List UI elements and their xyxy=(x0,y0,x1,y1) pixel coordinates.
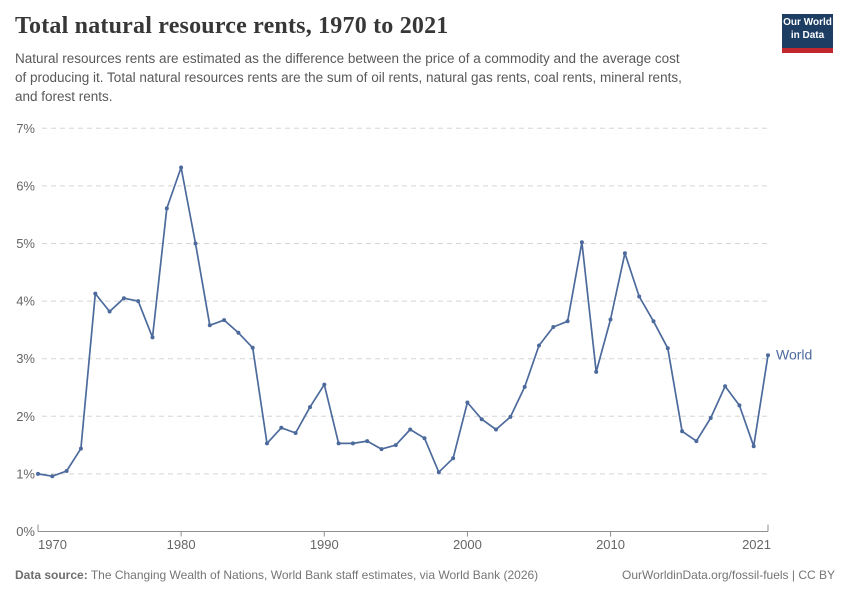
data-point[interactable] xyxy=(436,470,441,475)
data-point[interactable] xyxy=(322,382,327,387)
data-source: Data source: The Changing Wealth of Nati… xyxy=(15,568,538,583)
data-point[interactable] xyxy=(121,296,126,301)
owid-credit-link[interactable]: OurWorldinData.org/fossil-fuels | CC BY xyxy=(622,568,835,582)
y-tick-label: 7% xyxy=(16,121,35,136)
data-point[interactable] xyxy=(694,439,699,444)
data-point[interactable] xyxy=(665,346,670,351)
subtitle-line: Natural resources rents are estimated as… xyxy=(15,51,680,66)
data-point[interactable] xyxy=(508,414,513,419)
y-tick-label: 0% xyxy=(16,524,35,539)
data-point[interactable] xyxy=(408,427,413,432)
data-point[interactable] xyxy=(150,335,155,340)
data-point[interactable] xyxy=(494,427,498,432)
data-point[interactable] xyxy=(708,416,713,420)
data-point[interactable] xyxy=(737,403,742,408)
data-point[interactable] xyxy=(179,165,184,170)
x-tick-label: 2010 xyxy=(596,537,625,552)
data-point[interactable] xyxy=(751,444,756,449)
line-chart-canvas: 0% 1% 2% 3% 4% 5% 6% 7% 1970 1980 1990 2000 2010 2021… xyxy=(16,121,812,552)
data-point[interactable] xyxy=(164,206,169,211)
data-point[interactable] xyxy=(365,439,370,444)
data-point[interactable] xyxy=(551,325,556,329)
data-point[interactable] xyxy=(265,441,269,446)
x-tick-label: 2000 xyxy=(453,537,482,552)
data-point[interactable] xyxy=(293,431,298,435)
data-point[interactable] xyxy=(522,384,527,389)
chart-subtitle: Natural resources rents are estimated as… xyxy=(15,49,770,106)
data-point[interactable] xyxy=(136,299,141,304)
data-point[interactable] xyxy=(723,384,728,389)
y-tick-label: 2% xyxy=(16,409,35,424)
data-point[interactable] xyxy=(637,294,642,299)
data-point[interactable] xyxy=(336,441,341,446)
owid-logo-line2: in Data xyxy=(790,29,825,41)
data-point[interactable] xyxy=(93,291,98,296)
y-tick-label: 6% xyxy=(16,178,35,193)
data-point[interactable] xyxy=(236,330,241,335)
data-point[interactable] xyxy=(465,400,470,405)
owid-logo[interactable]: Our World in Data xyxy=(782,14,833,53)
data-point[interactable] xyxy=(207,323,212,328)
data-point[interactable] xyxy=(579,240,584,245)
data-point[interactable] xyxy=(279,425,284,430)
page-title: Total natural resource rents, 1970 to 20… xyxy=(15,13,449,39)
world-series-line[interactable] xyxy=(37,166,769,478)
subtitle-line: and forest rents. xyxy=(15,89,113,104)
data-point[interactable] xyxy=(537,343,541,348)
data-point[interactable] xyxy=(479,417,484,422)
x-tick-label: 1990 xyxy=(310,537,339,552)
chart-header: Total natural resource rents, 1970 to 20… xyxy=(15,12,770,106)
data-point[interactable] xyxy=(78,446,83,451)
data-point[interactable] xyxy=(622,251,627,256)
x-tick-label: 2021 xyxy=(742,537,771,552)
data-point[interactable] xyxy=(565,319,570,324)
data-point[interactable] xyxy=(50,474,55,479)
data-source-text: The Changing Wealth of Nations, World Ba… xyxy=(90,568,539,582)
data-point[interactable] xyxy=(193,241,198,246)
data-point[interactable] xyxy=(594,369,599,374)
owid-logo-line1: Our World xyxy=(783,17,832,28)
y-tick-label: 1% xyxy=(16,466,35,481)
y-tick-label: 3% xyxy=(16,351,35,366)
data-point[interactable] xyxy=(451,456,456,461)
subtitle-line: of producing it. Total natural resources… xyxy=(15,70,682,85)
data-point[interactable] xyxy=(379,447,384,452)
chart-footer: Data source: The Changing Wealth of Nati… xyxy=(15,568,835,583)
data-point[interactable] xyxy=(680,429,685,434)
x-tick-label: 1980 xyxy=(167,537,196,552)
data-point[interactable] xyxy=(393,443,398,448)
y-tick-label: 5% xyxy=(16,236,35,251)
x-tick-label: 1970 xyxy=(38,537,67,552)
data-point[interactable] xyxy=(36,471,40,476)
data-point[interactable] xyxy=(350,441,355,446)
data-point[interactable] xyxy=(250,345,255,350)
data-point[interactable] xyxy=(107,309,112,314)
data-point[interactable] xyxy=(651,319,656,324)
data-point[interactable] xyxy=(766,353,770,358)
data-point[interactable] xyxy=(222,318,227,323)
y-tick-label: 4% xyxy=(16,294,35,309)
data-source-label: Data source: xyxy=(15,568,88,582)
data-point[interactable] xyxy=(608,317,613,322)
data-point[interactable] xyxy=(64,469,69,473)
series-label-world[interactable]: World xyxy=(776,347,812,363)
data-point[interactable] xyxy=(308,405,312,410)
data-point[interactable] xyxy=(422,436,427,441)
